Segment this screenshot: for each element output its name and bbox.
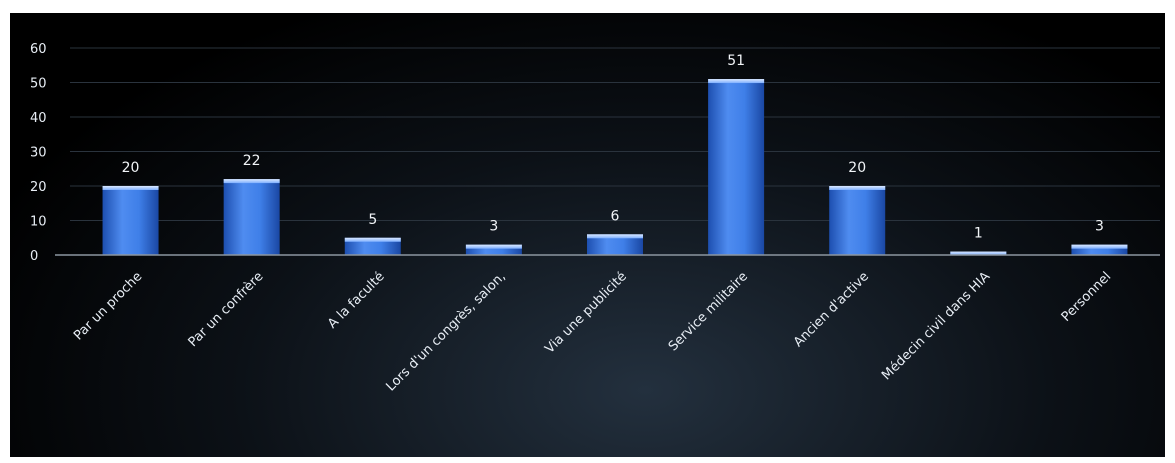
y-tick-label: 50 xyxy=(30,77,47,92)
category-label: Par un confrère xyxy=(186,269,267,350)
data-label: 22 xyxy=(243,153,261,169)
bar-chart: 0 10 20 30 40 50 60 20 22 5 3 6 51 20 1 3 Par un proch… xyxy=(30,42,1160,394)
bars xyxy=(102,79,1128,255)
category-label: Médecin civil dans HIA xyxy=(879,269,993,383)
data-label: 5 xyxy=(368,212,377,228)
category-label: Par un proche xyxy=(71,269,145,343)
bar-highlight xyxy=(587,234,643,239)
y-axis-ticks: 0 10 20 30 40 50 60 xyxy=(30,42,47,264)
y-tick-label: 30 xyxy=(30,146,47,161)
bar xyxy=(102,186,159,255)
bar-highlight xyxy=(344,237,401,242)
category-label: Via une publicité xyxy=(542,269,630,357)
bar-highlight xyxy=(223,179,280,184)
y-tick-label: 20 xyxy=(30,180,47,195)
bar xyxy=(587,234,643,255)
category-label: A la faculté xyxy=(325,269,387,331)
y-tick-label: 40 xyxy=(30,111,47,126)
bar-highlight xyxy=(950,251,1007,255)
data-label: 6 xyxy=(611,208,620,224)
category-label: Ancien d'active xyxy=(791,269,872,350)
data-label: 1 xyxy=(974,226,983,242)
data-label: 3 xyxy=(489,219,498,235)
category-label: Lors d'un congrès, salon, xyxy=(384,269,509,394)
bar-highlight xyxy=(465,244,522,249)
y-tick-label: 60 xyxy=(30,42,47,57)
data-label: 3 xyxy=(1095,219,1104,235)
bar xyxy=(465,244,522,255)
y-tick-label: 0 xyxy=(30,249,38,264)
bar xyxy=(1071,244,1128,255)
category-label: Personnel xyxy=(1059,269,1115,325)
category-labels: Par un proche Par un confrère A la faculté… xyxy=(71,269,1114,394)
data-labels: 20 22 5 3 6 51 20 1 3 xyxy=(122,53,1104,242)
bar xyxy=(708,79,765,255)
y-tick-label: 10 xyxy=(30,215,47,230)
data-label: 51 xyxy=(727,53,745,69)
bar-highlight xyxy=(1071,244,1128,249)
bar xyxy=(344,237,401,255)
bar-highlight xyxy=(102,186,159,190)
bar-highlight xyxy=(829,186,886,190)
chart-panel: 0 10 20 30 40 50 60 20 22 5 3 6 51 20 1 3 Par un proch… xyxy=(10,13,1165,457)
bar-highlight xyxy=(708,79,765,84)
data-label: 20 xyxy=(848,160,866,176)
bar xyxy=(829,186,886,255)
bar xyxy=(223,179,280,255)
data-label: 20 xyxy=(122,160,140,176)
category-label: Service militaire xyxy=(666,269,751,354)
